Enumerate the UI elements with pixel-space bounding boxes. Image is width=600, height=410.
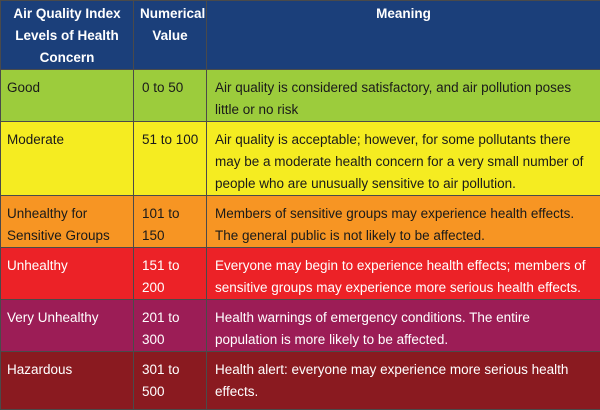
meaning-cell: Air quality is considered satisfactory, … — [207, 70, 600, 122]
value-cell: 201 to 300 — [134, 300, 207, 352]
meaning-cell: Health alert: everyone may experience mo… — [207, 352, 600, 410]
table-row-hazardous: Hazardous 301 to 500 Health alert: every… — [1, 352, 600, 410]
table-row-good: Good 0 to 50 Air quality is considered s… — [1, 70, 600, 122]
level-cell: Unhealthy for Sensitive Groups — [1, 196, 134, 248]
meaning-cell: Members of sensitive groups may experien… — [207, 196, 600, 248]
meaning-cell: Health warnings of emergency conditions.… — [207, 300, 600, 352]
meaning-cell: Everyone may begin to experience health … — [207, 248, 600, 300]
level-cell: Moderate — [1, 122, 134, 196]
header-row: Air Quality Index Levels of Health Conce… — [1, 1, 600, 70]
value-cell: 301 to 500 — [134, 352, 207, 410]
table-header: Air Quality Index Levels of Health Conce… — [1, 1, 600, 70]
value-cell: 51 to 100 — [134, 122, 207, 196]
header-meaning: Meaning — [207, 1, 600, 70]
table-row-unhealthy: Unhealthy 151 to 200 Everyone may begin … — [1, 248, 600, 300]
table-row-very-unhealthy: Very Unhealthy 201 to 300 Health warning… — [1, 300, 600, 352]
table-row-unhealthy-sensitive: Unhealthy for Sensitive Groups 101 to 15… — [1, 196, 600, 248]
table-row-moderate: Moderate 51 to 100 Air quality is accept… — [1, 122, 600, 196]
value-cell: 0 to 50 — [134, 70, 207, 122]
level-cell: Hazardous — [1, 352, 134, 410]
level-cell: Unhealthy — [1, 248, 134, 300]
header-value: Numerical Value — [134, 1, 207, 70]
level-cell: Very Unhealthy — [1, 300, 134, 352]
header-levels: Air Quality Index Levels of Health Conce… — [1, 1, 134, 70]
value-cell: 151 to 200 — [134, 248, 207, 300]
meaning-cell: Air quality is acceptable; however, for … — [207, 122, 600, 196]
level-cell: Good — [1, 70, 134, 122]
value-cell: 101 to 150 — [134, 196, 207, 248]
table-body: Good 0 to 50 Air quality is considered s… — [1, 70, 600, 410]
